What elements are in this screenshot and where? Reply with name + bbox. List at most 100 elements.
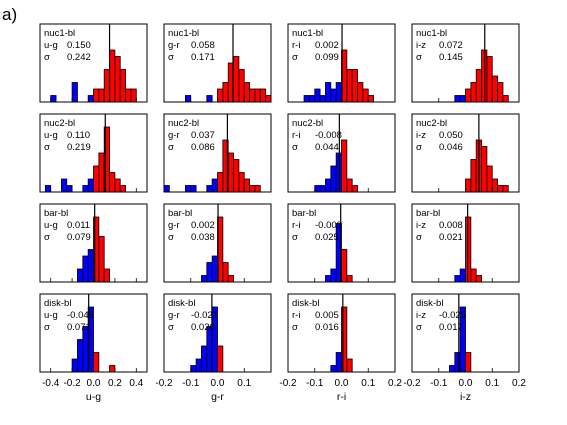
sigma-symbol: σ [416,142,422,153]
histogram-bar [103,126,110,193]
histogram-bar [497,185,504,193]
figure-label: a) [2,5,17,24]
color-label: g-r [168,310,180,321]
histogram-bar [459,95,466,103]
histogram-bar [481,146,488,193]
histogram-panel: nuc2-blu-g 0.110 σ 0.219 [39,113,148,193]
histogram-panel: bar-blu-g 0.011 σ 0.079 [39,203,148,283]
histogram-bar [470,159,477,193]
histogram-bar [227,152,234,193]
histogram-bar [190,365,197,373]
x-tick-label: -0.2 [279,378,297,389]
sigma-value: 0.026 [191,322,215,333]
sigma-symbol: σ [44,52,50,63]
histogram-bar [119,185,126,193]
x-tick-label: -0.1 [306,378,324,389]
histogram-bar [465,178,472,193]
x-tick-label: -0.1 [182,378,200,389]
histogram-bar [71,82,78,103]
histogram-bar [341,306,348,373]
histogram-bar [502,185,509,193]
histogram-bar [486,56,493,103]
histogram-bar [93,88,100,103]
mean-value: -0.021 [191,310,218,321]
region-label: bar-bl [292,208,316,219]
histogram-bar [66,185,73,193]
histogram-bar [98,236,105,283]
histogram-bar [50,95,57,103]
sigma-symbol: σ [168,322,174,333]
mean-value: -0.003 [315,220,342,231]
histogram-bar [103,69,110,103]
histogram-bar [346,178,353,193]
histogram-bar [362,88,369,103]
sigma-symbol: σ [416,232,422,243]
color-label: r-i [292,130,300,141]
histogram-bar [77,268,84,283]
color-label: i-z [416,40,426,51]
color-label: g-r [168,220,180,231]
color-label: g-r [168,130,180,141]
color-label: r-i [292,40,300,51]
histogram-panel: nuc2-blr-i -0.008 σ 0.044 [287,113,396,193]
region-label: bar-bl [416,208,440,219]
histogram-bar [109,172,116,193]
mean-value: 0.008 [439,220,463,231]
sigma-value: 0.145 [439,52,463,63]
histogram-bar [184,185,192,193]
histogram-bar [314,88,321,103]
histogram-bar [114,56,121,103]
histogram-panel: nuc1-blu-g 0.150 σ 0.242 [39,23,148,103]
histogram-panel: nuc1-bli-z 0.072 σ 0.145 [411,23,520,103]
color-label: i-z [416,220,426,231]
histogram-bar [325,275,332,283]
histogram-bar [222,82,229,103]
histogram-panel: bar-bli-z 0.008 σ 0.021 [411,203,520,283]
histogram-bar [243,82,250,103]
histogram-bar [119,69,126,103]
histogram-panel: nuc1-blr-i 0.002 σ 0.099 [287,23,396,103]
histogram-bar [130,88,137,103]
histogram-panel: disk-blu-g -0.045 σ 0.071 [39,293,148,373]
histogram-bar [93,165,100,193]
histogram-bar [465,88,472,103]
x-tick-label: -0.1 [430,378,448,389]
histogram-panel: disk-bli-z -0.025 σ 0.017 [411,293,520,373]
histogram-bar [87,249,94,283]
histogram-bar [211,178,218,193]
sigma-value: 0.171 [191,52,215,63]
histogram-bar [341,249,348,283]
histogram-bar [125,88,132,103]
histogram-panel: bar-blg-r 0.002 σ 0.038 [163,203,272,283]
histogram-bar [87,178,94,193]
color-label: u-g [44,130,58,141]
histogram-bar [491,75,498,103]
x-axis-label: u-g [86,391,101,403]
x-axis-label: i-z [460,391,471,403]
histogram-bar [238,172,245,193]
mean-value: -0.008 [315,130,342,141]
sigma-symbol: σ [44,142,50,153]
histogram-bar [211,255,218,283]
histogram-bar [222,262,229,283]
x-tick-label: 0.1 [361,378,375,389]
histogram-bar [497,82,504,103]
mean-value: 0.037 [191,130,215,141]
histogram-bar [71,358,78,373]
histogram-bar [351,185,358,193]
sigma-value: 0.016 [315,322,339,333]
region-label: nuc2-bl [416,118,447,129]
histogram-bar [233,56,240,103]
x-tick-label: -0.2 [403,378,421,389]
histogram-bar [346,275,353,283]
histogram-bar [217,88,224,103]
mean-value: 0.011 [67,220,90,231]
color-label: g-r [168,40,180,51]
histogram-bar [243,178,250,193]
histogram-bar [303,95,310,103]
histogram-bar [486,165,493,193]
sigma-symbol: σ [292,52,298,63]
sigma-symbol: σ [44,232,50,243]
mean-value: 0.072 [439,40,463,51]
histogram-bar [61,178,68,193]
